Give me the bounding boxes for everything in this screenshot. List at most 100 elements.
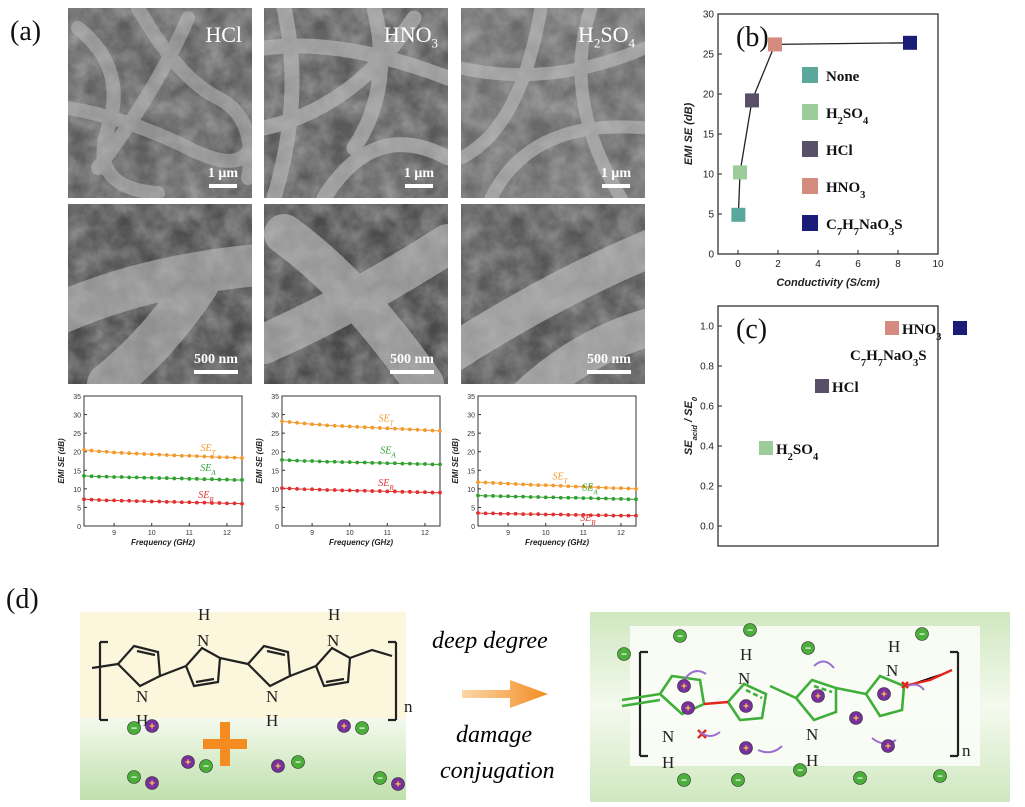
- data-point: [400, 461, 405, 466]
- data-point: [619, 496, 623, 501]
- svg-text:N: N: [136, 687, 148, 706]
- data-point: [385, 461, 390, 466]
- series-line-se-r: [477, 512, 636, 517]
- data-point: [172, 453, 177, 458]
- cation-icon: [391, 777, 405, 791]
- data-point: [142, 499, 147, 504]
- y-tick-label: 25: [271, 431, 279, 438]
- legend-swatch: [802, 67, 818, 83]
- data-point: [210, 455, 214, 459]
- data-point: [611, 486, 616, 491]
- data-point: [506, 494, 510, 499]
- data-point: [536, 512, 541, 517]
- ion-sign: −: [377, 774, 383, 785]
- scale-bar-text: 500 nm: [587, 352, 631, 367]
- anion-icon: [617, 647, 631, 661]
- x-axis-label: Frequency (GHz): [131, 538, 195, 547]
- legend-swatch: [802, 141, 818, 157]
- series-label-se-a: SEA: [200, 463, 216, 477]
- scale-bar: 1 μm: [601, 166, 631, 188]
- data-point: [573, 512, 578, 517]
- acid-label-h2so4: H2SO4: [577, 22, 635, 51]
- series-line-se-t: [281, 420, 441, 432]
- data-point-none: [731, 207, 746, 222]
- series-line-se-a: [281, 459, 440, 465]
- legend-swatch: [802, 104, 818, 120]
- legend-swatch: [802, 178, 818, 194]
- y-axis-label: EMI SE (dB): [451, 438, 460, 484]
- scale-bar: 1 μm: [404, 166, 434, 188]
- data-point: [280, 457, 284, 462]
- anion-icon: [373, 771, 387, 785]
- data-point: [82, 473, 86, 478]
- series-line-se-r: [83, 498, 243, 505]
- y-tick-label: 5: [77, 505, 81, 512]
- acid-label-hcl: HCl: [205, 22, 242, 47]
- data-point: [302, 459, 307, 463]
- data-point: [430, 490, 435, 495]
- y-tick-label: 25: [703, 50, 715, 61]
- series-label-se-a: SEA: [380, 446, 396, 460]
- data-point: [82, 497, 86, 502]
- series-label-se-a: SEA: [582, 483, 598, 497]
- data-point: [400, 427, 405, 431]
- data-point: [280, 486, 284, 491]
- cation-icon: [181, 755, 195, 769]
- data-point: [626, 486, 631, 491]
- data-point: [217, 455, 222, 460]
- y-tick-label: 0.8: [700, 362, 714, 373]
- data-point: [119, 475, 124, 479]
- data-point: [225, 501, 229, 506]
- data-point: [392, 461, 397, 466]
- cation-icon: [811, 689, 825, 703]
- data-point: [415, 490, 420, 495]
- data-point: [287, 458, 292, 463]
- data-point: [619, 486, 623, 491]
- data-point: [543, 495, 548, 500]
- x-axis-label: Frequency (GHz): [329, 538, 393, 547]
- x-axis-label: Conductivity (S/cm): [776, 277, 880, 289]
- ion-sign: −: [735, 776, 741, 787]
- anion-icon: [673, 629, 687, 643]
- emi-se-chart-h2so4: 0 5 10 15 20 25 30 35 9 10 11 12 Frequency (GHz) EMI …: [451, 394, 638, 547]
- data-point: [513, 494, 518, 499]
- ion-sign: +: [885, 742, 891, 753]
- scale-bar: 500 nm: [194, 352, 238, 374]
- data-point: [581, 512, 586, 517]
- conductivity-chart: 0 5 10 15 20 25 30 0 2 4 6 8 10 Conductivity (S/cm) EM…: [683, 10, 944, 290]
- data-point: [558, 495, 563, 500]
- data-point: [287, 486, 292, 491]
- data-point: [172, 499, 177, 504]
- anion-icon: [731, 773, 745, 787]
- atom-labels-doped: NH NH NH NH n: [662, 637, 971, 772]
- data-point: [438, 462, 442, 467]
- series-label-se-t: SET: [378, 413, 394, 427]
- legend-label: HNO3: [826, 180, 865, 201]
- sem-texture: [264, 8, 448, 198]
- data-point: [202, 454, 207, 459]
- data-point: [423, 462, 427, 466]
- data-point: [634, 513, 638, 518]
- data-point: [232, 501, 237, 506]
- data-point: [604, 496, 608, 501]
- data-point: [596, 485, 601, 490]
- y-tick-label: 5: [708, 210, 714, 221]
- data-point: [97, 449, 101, 454]
- data-point: [362, 460, 367, 465]
- ion-sign: −: [203, 762, 209, 773]
- data-point: [240, 478, 244, 482]
- data-point: [340, 424, 345, 428]
- data-point: [97, 474, 101, 479]
- data-point: [134, 451, 139, 456]
- data-point: [295, 420, 299, 425]
- y-tick-label: 10: [467, 487, 475, 494]
- data-point: [302, 421, 307, 426]
- ion-sign: −: [857, 774, 863, 785]
- acid-label-hno3: HNO3: [383, 22, 438, 51]
- data-point-hno3: [768, 37, 782, 52]
- data-point: [498, 481, 503, 486]
- data-point: [581, 484, 586, 489]
- svg-text:H: H: [198, 605, 210, 624]
- data-point: [604, 485, 608, 490]
- legend-label: HCl: [826, 143, 853, 159]
